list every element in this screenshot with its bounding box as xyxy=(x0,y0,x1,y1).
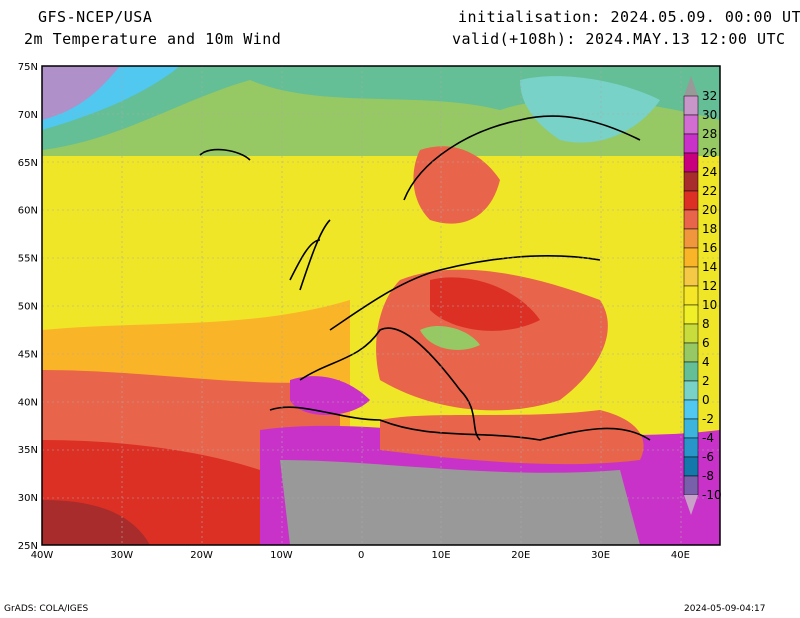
legend-swatch xyxy=(683,114,699,135)
footer-credit: GrADS: COLA/IGES xyxy=(4,604,89,614)
legend-label: 30 xyxy=(702,108,717,122)
legend-arrow-bottom xyxy=(684,495,698,515)
lat-label: 40N xyxy=(18,397,38,408)
legend-label: 26 xyxy=(702,146,717,160)
legend-label: 8 xyxy=(702,317,710,331)
legend-label: -8 xyxy=(702,469,714,483)
legend-label: 4 xyxy=(702,355,710,369)
legend-swatch xyxy=(683,285,699,306)
legend-label: -2 xyxy=(702,412,714,426)
lat-label: 50N xyxy=(18,302,38,313)
legend-label: 32 xyxy=(702,89,717,103)
legend-label: 6 xyxy=(702,336,710,350)
lat-label: 55N xyxy=(18,254,38,265)
legend-swatch xyxy=(683,380,699,401)
lon-label: 20W xyxy=(190,550,213,561)
legend-swatch xyxy=(683,323,699,344)
init-time: initialisation: 2024.05.09. 00:00 UTC xyxy=(458,8,800,26)
legend-label: -4 xyxy=(702,431,714,445)
legend-label: 28 xyxy=(702,127,717,141)
legend-swatch xyxy=(683,133,699,154)
lon-label: 10E xyxy=(431,550,450,561)
legend-arrow-top xyxy=(684,76,698,96)
lat-label: 60N xyxy=(18,206,38,217)
lon-label: 30W xyxy=(110,550,133,561)
lon-label: 10W xyxy=(270,550,293,561)
lon-label: 40E xyxy=(671,550,690,561)
lat-label: 30N xyxy=(18,493,38,504)
valid-time: valid(+108h): 2024.MAY.13 12:00 UTC xyxy=(452,30,786,48)
footer-timestamp: 2024-05-09-04:17 xyxy=(684,604,766,614)
coastlines xyxy=(199,115,651,441)
lon-label: 20E xyxy=(511,550,530,561)
legend-label: 18 xyxy=(702,222,717,236)
graticule xyxy=(42,66,720,545)
product-title: 2m Temperature and 10m Wind xyxy=(24,30,282,48)
lat-label: 65N xyxy=(18,158,38,169)
legend-label: 2 xyxy=(702,374,710,388)
legend-swatch xyxy=(683,418,699,439)
lon-label: 40W xyxy=(31,550,54,561)
legend-swatch xyxy=(683,247,699,268)
lon-label: 30E xyxy=(591,550,610,561)
legend-label: 22 xyxy=(702,184,717,198)
legend-label: 16 xyxy=(702,241,717,255)
legend-label: -10 xyxy=(702,488,722,502)
map-frame xyxy=(41,65,721,546)
legend-swatch xyxy=(683,399,699,420)
legend-swatch xyxy=(683,456,699,477)
model-title: GFS-NCEP/USA xyxy=(38,8,153,26)
legend-swatch xyxy=(683,190,699,211)
legend-label: 0 xyxy=(702,393,710,407)
legend-label: 20 xyxy=(702,203,717,217)
legend-swatch xyxy=(683,304,699,325)
temperature-field xyxy=(42,66,720,545)
lon-label: 0 xyxy=(358,550,364,561)
legend-swatch xyxy=(683,437,699,458)
lat-label: 70N xyxy=(18,110,38,121)
lat-label: 45N xyxy=(18,349,38,360)
lat-label: 75N xyxy=(18,62,38,73)
legend-label: 12 xyxy=(702,279,717,293)
legend-swatch xyxy=(683,228,699,249)
legend-swatch xyxy=(683,209,699,230)
legend-label: 24 xyxy=(702,165,717,179)
legend-swatch xyxy=(683,266,699,287)
lat-label: 25N xyxy=(18,541,38,552)
legend-swatch xyxy=(683,171,699,192)
lat-label: 35N xyxy=(18,445,38,456)
legend-swatch xyxy=(683,152,699,173)
legend-swatch xyxy=(683,361,699,382)
legend-swatch xyxy=(683,342,699,363)
legend-swatch xyxy=(683,95,699,116)
legend-swatch xyxy=(683,475,699,496)
legend-label: 14 xyxy=(702,260,717,274)
legend-label: 10 xyxy=(702,298,717,312)
legend-label: -6 xyxy=(702,450,714,464)
